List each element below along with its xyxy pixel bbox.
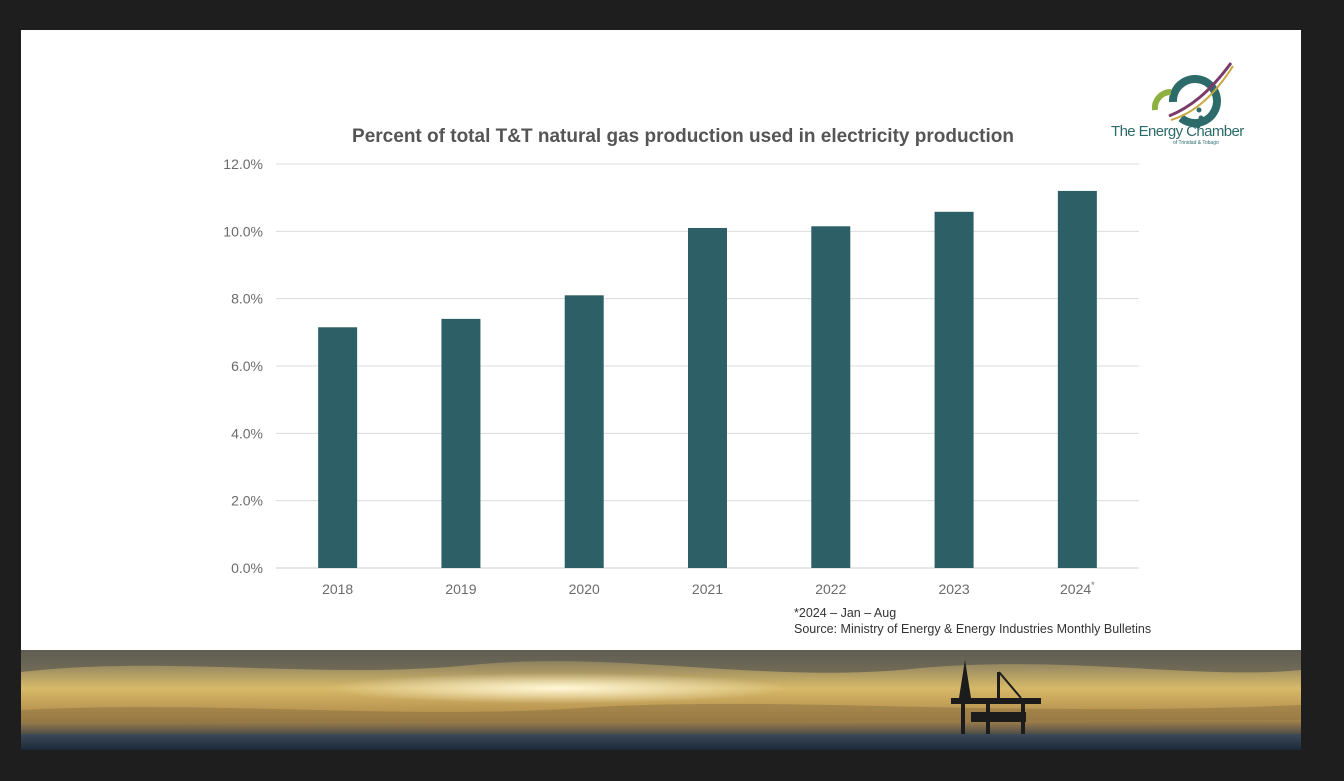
logo-wordmark: The Energy Chamber: [1111, 123, 1244, 140]
bar-2018: [318, 327, 358, 568]
x-tick-label: 2024*: [1060, 580, 1095, 597]
x-tick-label: 2023: [938, 581, 969, 597]
bars: [318, 190, 1097, 569]
bar-2022: [811, 226, 851, 569]
y-axis-ticks: 0.0% 2.0% 4.0% 6.0% 8.0% 10.0% 12.0%: [223, 156, 263, 576]
bar-2021: [688, 227, 727, 568]
y-tick-label: 6.0%: [231, 358, 263, 374]
source-note: Source: Ministry of Energy & Energy Indu…: [794, 622, 1152, 636]
x-tick-label: 2021: [692, 581, 723, 597]
y-tick-label: 8.0%: [231, 291, 263, 307]
bar-2020: [564, 295, 604, 568]
slide: Percent of total T&T natural gas product…: [21, 30, 1301, 750]
x-tick-label: 2018: [322, 581, 353, 597]
bar-2023: [934, 211, 974, 568]
bar-2024: [1057, 190, 1097, 568]
y-tick-label: 2.0%: [231, 493, 263, 509]
bar-chart: Percent of total T&T natural gas product…: [223, 126, 1139, 597]
x-axis-ticks: 2018 2019 2020 2021 2022 2023 2024*: [322, 580, 1095, 597]
chart-title: Percent of total T&T natural gas product…: [352, 126, 1014, 147]
bar-2019: [441, 318, 481, 568]
y-tick-label: 0.0%: [231, 560, 263, 576]
footnote-2024: *2024 – Jan – Aug: [794, 606, 897, 620]
y-tick-label: 12.0%: [223, 156, 263, 172]
logo-tagline: of Trinidad & Tobago: [1173, 140, 1219, 146]
y-tick-label: 10.0%: [223, 223, 263, 239]
energy-chamber-logo-icon: [1151, 62, 1234, 129]
x-tick-label: 2022: [815, 581, 846, 597]
y-tick-label: 4.0%: [231, 425, 263, 441]
x-tick-label: 2019: [445, 581, 476, 597]
x-tick-label: 2020: [569, 581, 600, 597]
offshore-oil-rig-sunset-icon: [21, 650, 1301, 750]
